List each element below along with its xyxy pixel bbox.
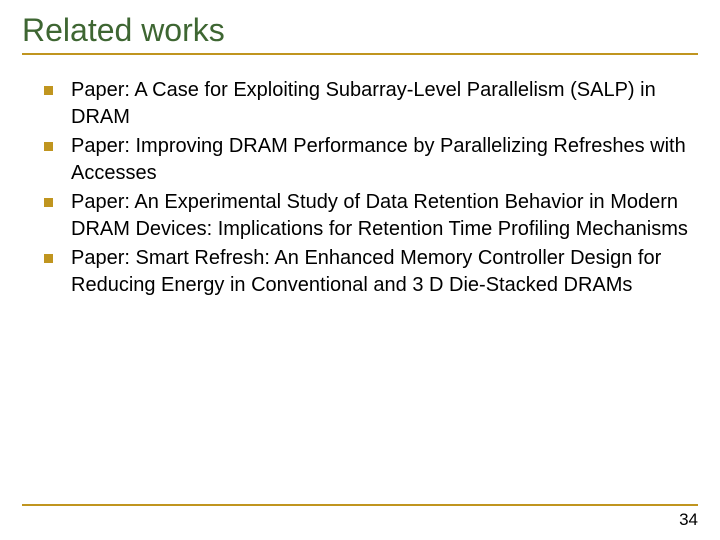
bullet-icon [44, 254, 53, 263]
slide-container: Related works Paper: A Case for Exploiti… [0, 0, 720, 540]
list-item: Paper: Smart Refresh: An Enhanced Memory… [44, 245, 688, 299]
page-number: 34 [679, 510, 698, 530]
list-item: Paper: An Experimental Study of Data Ret… [44, 189, 688, 243]
slide-title: Related works [22, 12, 698, 49]
bullet-text: Paper: Improving DRAM Performance by Par… [71, 133, 688, 187]
title-underline [22, 53, 698, 55]
bullet-text: Paper: An Experimental Study of Data Ret… [71, 189, 688, 243]
footer-underline [22, 504, 698, 506]
list-item: Paper: A Case for Exploiting Subarray-Le… [44, 77, 688, 131]
bullet-text: Paper: A Case for Exploiting Subarray-Le… [71, 77, 688, 131]
bullet-icon [44, 142, 53, 151]
bullet-text: Paper: Smart Refresh: An Enhanced Memory… [71, 245, 688, 299]
list-item: Paper: Improving DRAM Performance by Par… [44, 133, 688, 187]
bullet-icon [44, 198, 53, 207]
content-area: Paper: A Case for Exploiting Subarray-Le… [22, 77, 698, 299]
bullet-icon [44, 86, 53, 95]
